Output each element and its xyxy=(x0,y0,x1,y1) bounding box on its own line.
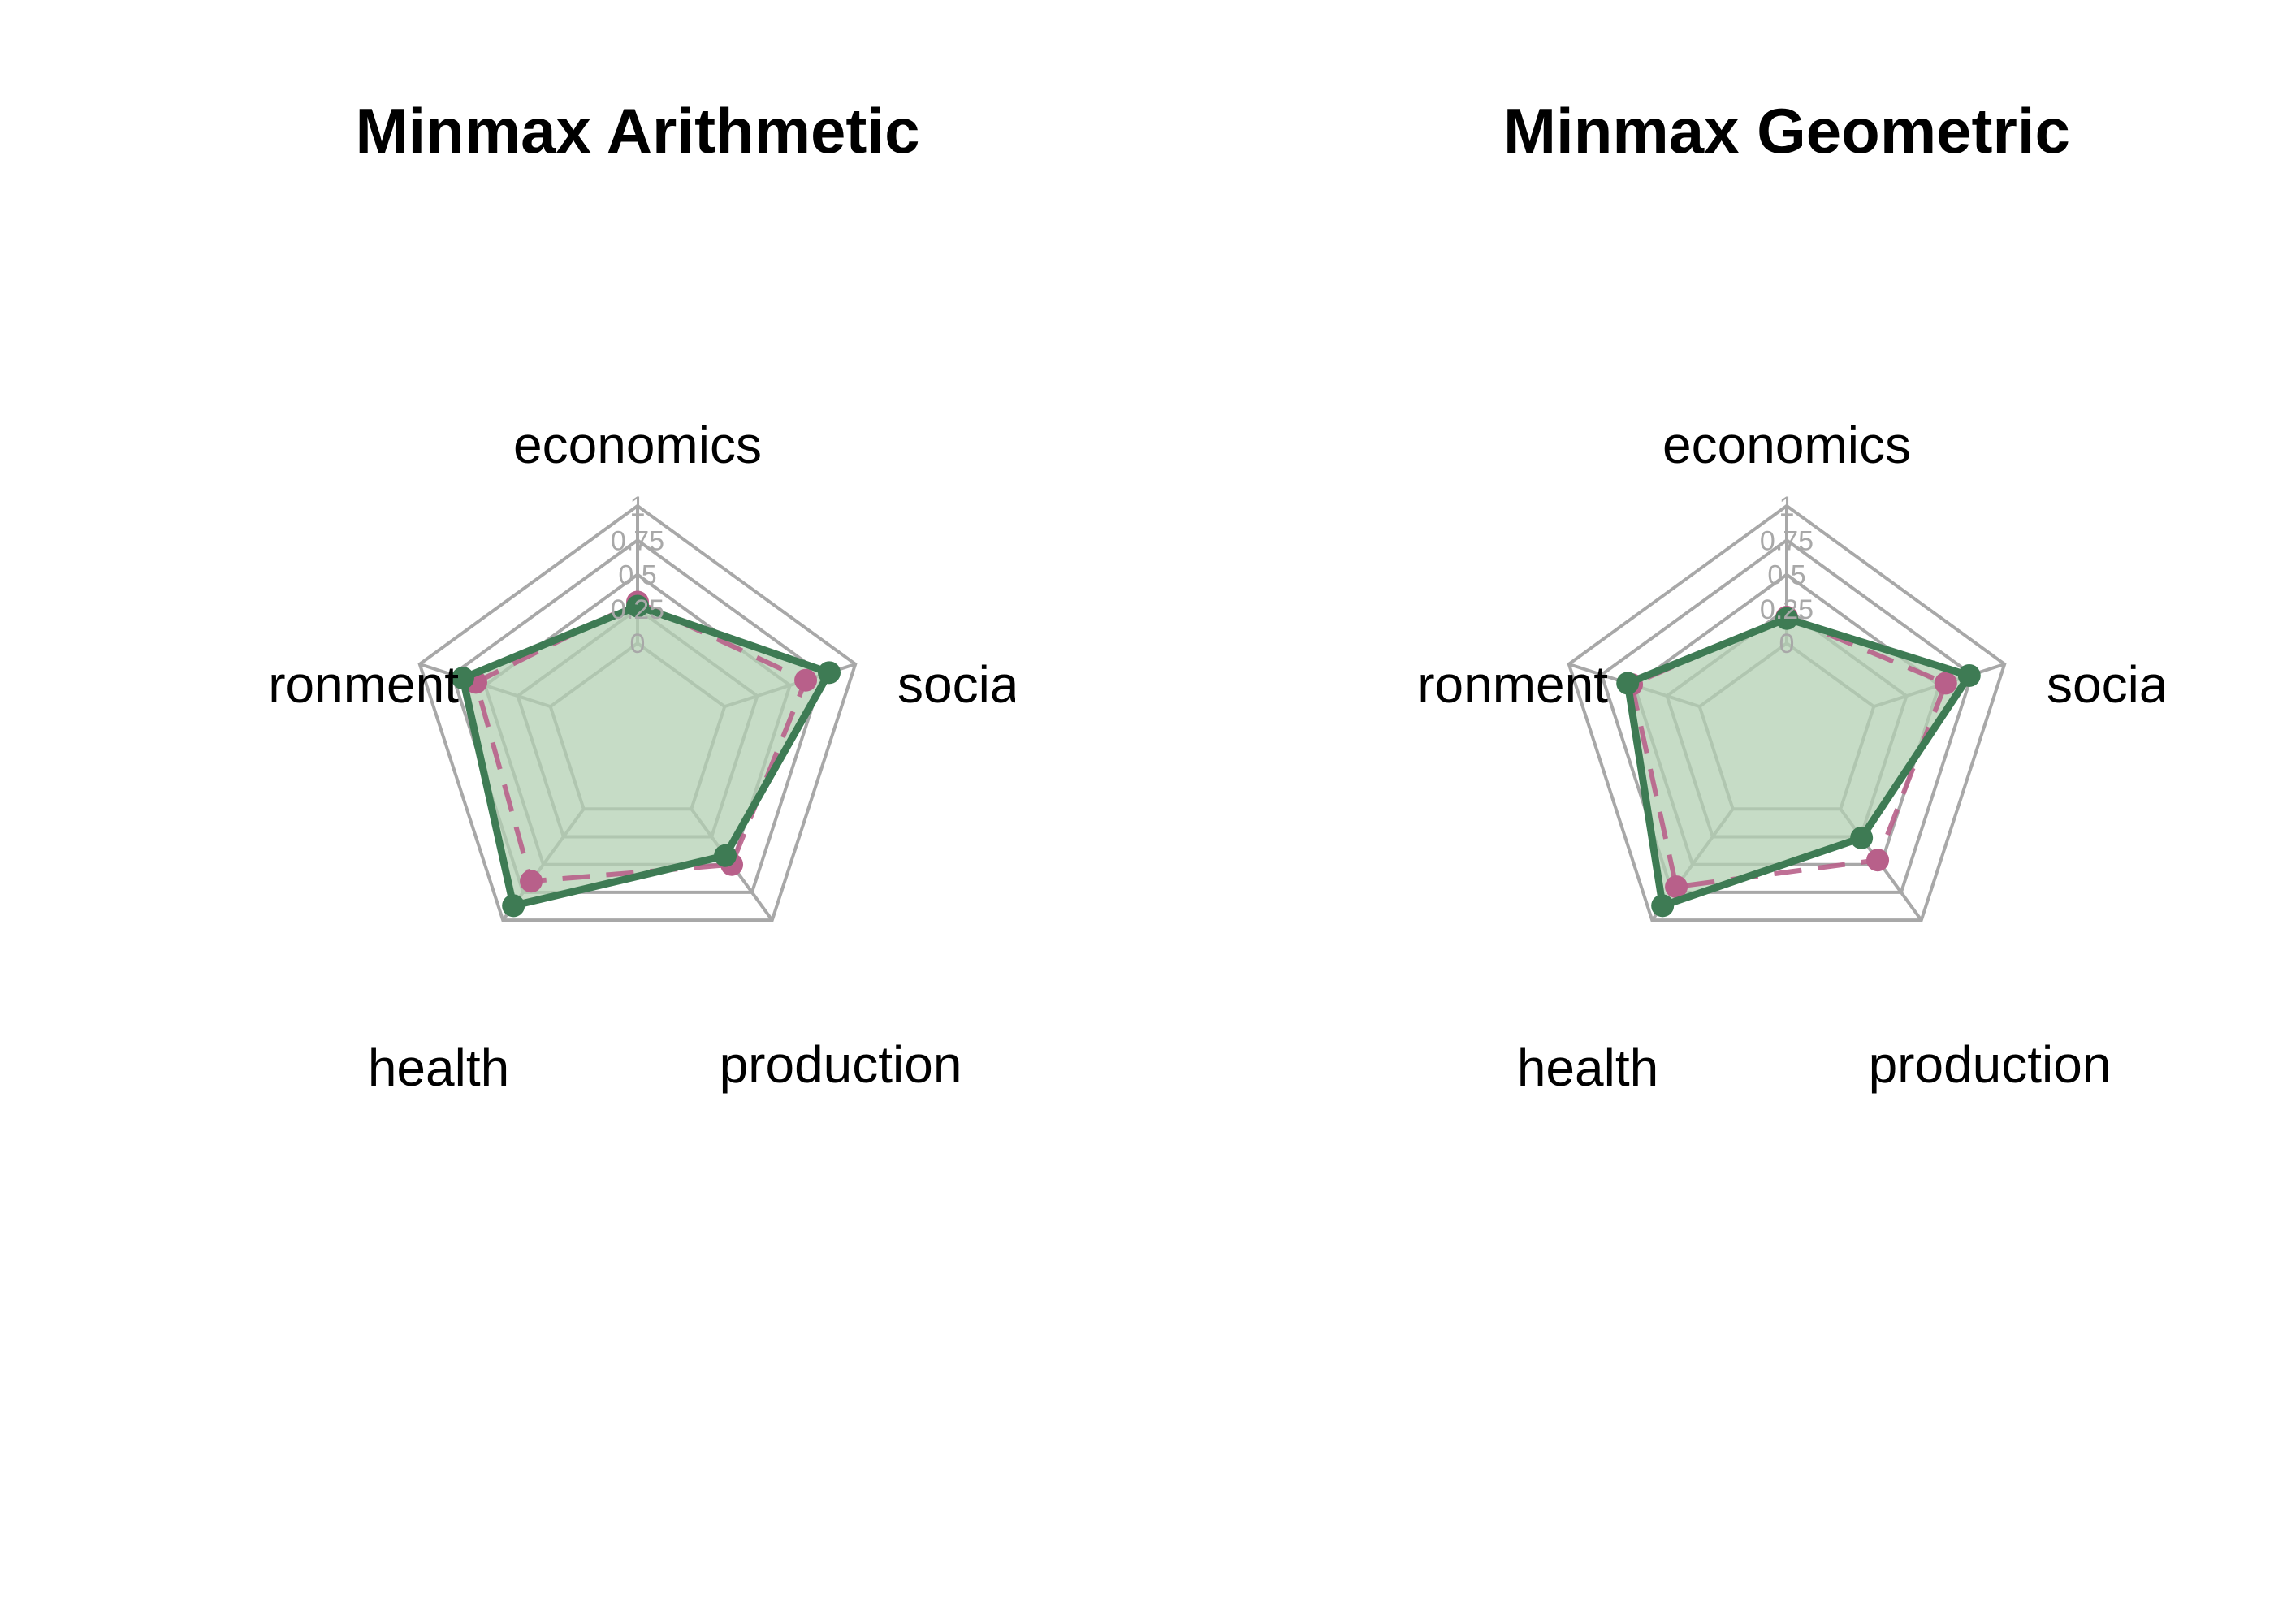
tick-label: 0 xyxy=(1779,628,1795,659)
tick-label: 0.5 xyxy=(1767,560,1805,591)
axis-label-social: socia xyxy=(2047,655,2168,714)
series-2-point-health xyxy=(502,894,525,918)
series-1-point-health xyxy=(1665,875,1688,899)
axis-label-production: production xyxy=(720,1035,962,1094)
series-2-area xyxy=(1628,618,1969,906)
axis-label-environment: ronment xyxy=(268,655,459,714)
axis-label-economics: economics xyxy=(513,416,762,474)
tick-label: 0.75 xyxy=(1760,525,1814,556)
axis-label-production: production xyxy=(1869,1035,2112,1094)
series-2-line xyxy=(459,603,833,909)
axis-label-social: socia xyxy=(897,655,1019,714)
chart-title: Minmax Geometric xyxy=(1503,95,2070,166)
series-2-point-health xyxy=(1651,894,1675,918)
series-2-point-social xyxy=(1957,663,1981,687)
series-2-point-social xyxy=(818,661,841,685)
series-2-point-production xyxy=(1850,826,1874,849)
series-1-point-production xyxy=(1866,849,1890,872)
tick-label: 0.5 xyxy=(618,560,656,591)
grid-ring xyxy=(417,503,858,922)
tick-label: 0.25 xyxy=(611,594,664,625)
series-2-point-economics xyxy=(1775,607,1798,630)
grid-ring xyxy=(1567,503,2007,922)
axis-labels: economics socia production health ronment xyxy=(268,416,1019,1097)
series-2-point-production xyxy=(714,844,737,867)
tick-label: 0.75 xyxy=(611,525,664,556)
axis-label-health: health xyxy=(1517,1039,1658,1097)
axis-labels: economics socia production health ronment xyxy=(1417,416,2168,1097)
axis-label-environment: ronment xyxy=(1417,655,1608,714)
tick-label: 0 xyxy=(630,628,646,659)
series-1-point-health xyxy=(520,870,543,893)
tick-label: 1 xyxy=(1779,491,1795,522)
radar-panel-2: Minmax Geometric 00.250.5 0.751 economics so… xyxy=(1417,95,2168,1097)
axis-label-health: health xyxy=(368,1039,509,1097)
tick-label: 0.25 xyxy=(1760,594,1814,625)
grid-ring xyxy=(450,538,825,894)
series-2-point-economics xyxy=(626,594,649,618)
series-1-point-social xyxy=(1934,672,1957,695)
series-2-line xyxy=(1623,615,1974,909)
series-2-point-environment xyxy=(1616,672,1640,695)
chart-title: Minmax Arithmetic xyxy=(356,95,920,166)
series-1-line xyxy=(473,599,809,884)
series-1-point-social xyxy=(794,668,818,692)
axis-label-economics: economics xyxy=(1662,416,1911,474)
radar-panel-1: Minmax Arithmetic 00.250.5 0.751 economics s… xyxy=(268,95,1019,1097)
grid-ring xyxy=(1599,538,1974,894)
tick-label: 1 xyxy=(630,491,646,522)
series-2-point-environment xyxy=(451,667,474,690)
